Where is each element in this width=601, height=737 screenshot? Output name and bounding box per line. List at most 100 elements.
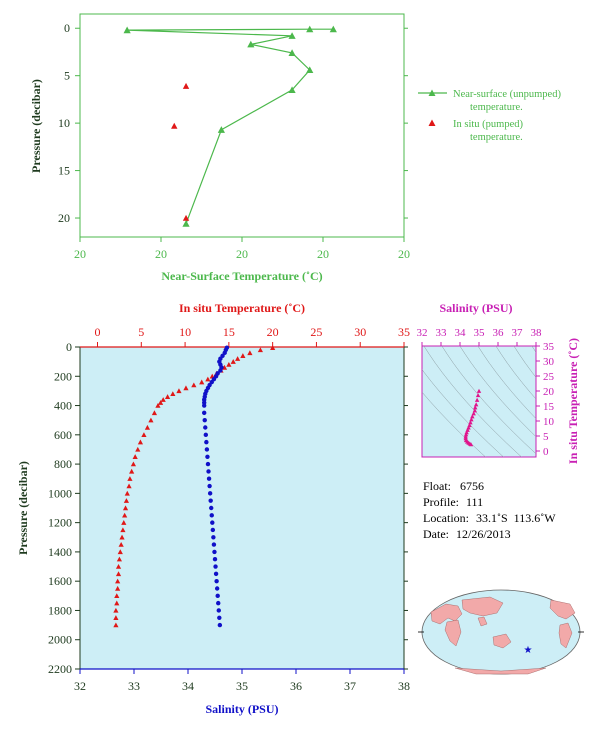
ts-density-contour (422, 369, 504, 457)
temperature-point (114, 593, 120, 599)
near-surface-point (306, 25, 314, 33)
temperature-point (114, 600, 120, 606)
temperature-point (122, 512, 128, 518)
near-surface-point (288, 49, 296, 56)
ts-temperature-tick-label: 20 (543, 386, 555, 398)
temperature-point (155, 402, 161, 408)
temperature-tick-label: 35 (398, 325, 410, 339)
profile-pressure-ticks: 0 200 400 600 800 1000 1200 1400 1600 1800 2000 220… (48, 340, 408, 676)
profile-label: Profile: (423, 495, 459, 509)
legend-in-situ-label: In situ (pumped) (453, 119, 523, 130)
ts-point (470, 414, 475, 419)
pressure-tick-label: 0 (66, 340, 72, 354)
ts-density-contour (477, 346, 536, 419)
ts-salinity-tick-label: 37 (512, 327, 524, 339)
top-y-tick-label: 10 (58, 116, 70, 130)
temperature-point (121, 520, 127, 525)
legend-red-triangle-icon (428, 119, 436, 126)
temperature-point (124, 490, 130, 496)
temperature-point (230, 359, 236, 364)
salinity-point (207, 483, 212, 489)
salinity-point (215, 593, 220, 599)
temperature-point (144, 424, 151, 430)
ts-salinity-tick-label: 33 (436, 327, 448, 339)
top-x-tick-label: 20 (74, 247, 86, 261)
temperature-point (226, 361, 232, 367)
salinity-point (212, 549, 217, 555)
temperature-point (170, 391, 176, 397)
profile-pressure-axis-label: Pressure (decibar) (16, 461, 30, 555)
ts-point (463, 432, 469, 437)
ts-density-contour (422, 391, 486, 457)
temperature-point (115, 563, 122, 569)
temperature-tick-label: 25 (310, 325, 322, 339)
salinity-point (204, 439, 209, 445)
salinity-point (202, 403, 207, 408)
ts-salinity-tick-label: 34 (455, 327, 467, 339)
temperature-point (115, 585, 121, 591)
salinity-point (204, 447, 210, 452)
legend-near-surface-label: Near-surface (unpumped) (453, 89, 561, 100)
ts-density-contour (441, 346, 536, 455)
temperature-point (148, 417, 154, 423)
top-y-tick-label: 5 (64, 69, 70, 83)
map-landmass-india (477, 616, 488, 627)
temperature-tick-label: 5 (138, 325, 144, 339)
ts-series (463, 388, 482, 447)
profile-plot-frame (79, 346, 405, 670)
temperature-point (151, 410, 158, 416)
salinity-point (202, 410, 207, 416)
near-surface-point (217, 126, 225, 133)
world-map: ★ (418, 589, 584, 675)
salinity-point (206, 476, 212, 481)
salinity-tick-label: 37 (344, 679, 356, 693)
near-surface-point (306, 66, 314, 74)
temperature-point (183, 385, 189, 391)
temperature-point (141, 432, 147, 438)
ts-temperature-tick-label: 5 (543, 431, 549, 443)
salinity-tick-label: 33 (128, 679, 140, 693)
near-surface-legend: Near-surface (unpumped) temperature. In … (418, 89, 561, 143)
ts-point (464, 430, 469, 435)
profile-value: 111 (466, 495, 484, 509)
ts-point (463, 436, 468, 441)
salinity-point (213, 571, 219, 577)
map-landmass-australia (492, 633, 512, 649)
temperature-point (176, 388, 182, 394)
temperature-point (119, 534, 125, 540)
temperature-point (126, 483, 132, 489)
date-info-row: Date: 12/26/2013 (423, 526, 511, 542)
ts-point (475, 393, 481, 398)
pressure-tick-label: 1800 (48, 603, 72, 617)
ts-temperature-axis-label: In situ Temperature (˚C) (566, 338, 580, 464)
temperature-tick-label: 20 (267, 325, 279, 339)
temperature-point (115, 571, 122, 577)
temperature-point (115, 578, 121, 584)
legend-green-triangle-icon (428, 89, 436, 96)
temperature-point (157, 400, 164, 405)
ts-density-contour (513, 346, 536, 378)
ts-temperature-tick-label: 10 (543, 416, 555, 428)
temperature-axis-ticks: 0 5 10 15 20 25 30 35 (95, 325, 410, 347)
temperature-point (235, 356, 241, 361)
pressure-tick-label: 400 (54, 399, 72, 413)
salinity-point (218, 368, 223, 373)
pressure-tick-label: 800 (54, 457, 72, 471)
temperature-tick-label: 15 (223, 325, 235, 339)
map-landmass-north-america (549, 599, 576, 620)
temperature-point (135, 446, 141, 452)
ts-temperature-tick-label: 25 (543, 371, 555, 383)
near-surface-point (182, 220, 190, 227)
salinity-point (212, 557, 218, 562)
salinity-point (209, 505, 214, 511)
pressure-tick-label: 1200 (48, 516, 72, 530)
ts-point (474, 397, 480, 402)
temperature-point (113, 622, 119, 628)
location-info-row: Location: 33.1˚S 113.6˚W (423, 510, 556, 526)
near-surface-point (123, 26, 131, 34)
top-x-tick-label: 20 (155, 247, 167, 261)
near-surface-y-axis-label: Pressure (decibar) (29, 79, 43, 173)
pressure-tick-label: 600 (54, 428, 72, 442)
ts-point (476, 388, 482, 393)
